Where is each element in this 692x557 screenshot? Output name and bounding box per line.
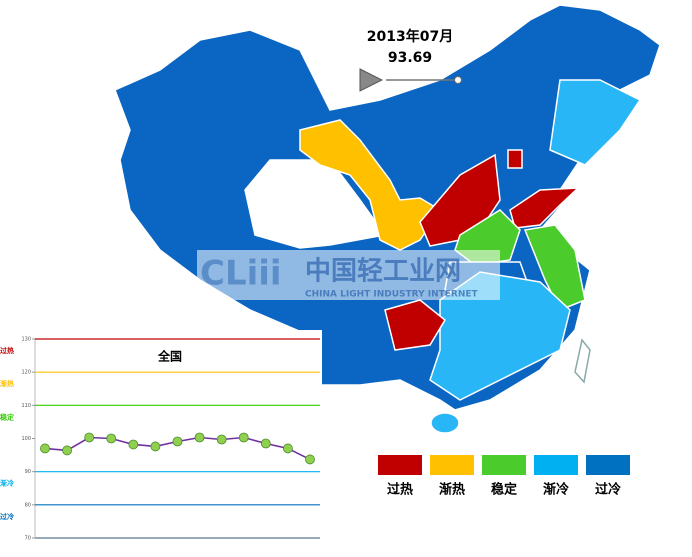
data-point [260, 438, 271, 449]
region [430, 412, 460, 434]
data-point [238, 432, 249, 443]
watermark-title: 中国轻工业网 [305, 257, 461, 287]
map [114, 4, 661, 434]
legend-swatch [586, 455, 630, 475]
region-no-data [574, 338, 591, 384]
watermark-band [197, 250, 500, 300]
y-tick-label: 100 [21, 436, 31, 442]
chart-background [0, 330, 322, 557]
data-point [40, 443, 50, 454]
legend-label: 渐热 [439, 482, 465, 498]
watermark-logo: CLiii [200, 254, 282, 294]
data-point [106, 433, 117, 444]
data-point [128, 439, 139, 450]
y-tick-label: 130 [21, 337, 31, 343]
region [523, 224, 586, 311]
legend-swatch [482, 455, 526, 475]
band-label: 过冷 [0, 512, 14, 521]
band-label: 稳定 [0, 412, 14, 421]
region [429, 271, 571, 401]
region [384, 299, 446, 351]
timeline: 2013年07月 93.69 [359, 28, 462, 92]
legend-label: 渐冷 [543, 482, 569, 498]
watermark: CLiii 中国轻工业网 CHINA LIGHT INDUSTRY INTERN… [197, 250, 500, 300]
play-button[interactable] [359, 68, 384, 92]
data-point [194, 432, 205, 443]
data-point [283, 443, 293, 454]
data-point [150, 441, 161, 452]
legend-label: 过热 [387, 482, 413, 498]
data-point [84, 432, 95, 443]
legend-label: 稳定 [491, 482, 517, 498]
legend-swatch [378, 455, 422, 475]
y-tick-label: 90 [25, 469, 31, 475]
data-point [216, 434, 227, 445]
data-point [172, 436, 183, 447]
region [549, 79, 642, 166]
value-label: 93.69 [388, 50, 432, 66]
band-label: 渐热 [0, 379, 14, 388]
legend-label: 过冷 [595, 482, 621, 498]
legend: 过热 渐热 稳定 渐冷 过冷 [378, 455, 630, 498]
data-point [305, 454, 315, 465]
region [507, 149, 523, 169]
band-label: 渐冷 [0, 479, 14, 488]
data-point [62, 445, 72, 456]
y-tick-label: 70 [25, 536, 31, 542]
chart-title: 全国 [157, 349, 182, 364]
legend-swatch [534, 455, 578, 475]
y-tick-label: 80 [25, 502, 31, 508]
legend-swatch [430, 455, 474, 475]
band-label: 过热 [0, 346, 14, 355]
region [299, 119, 442, 251]
date-label: 2013年07月 [367, 28, 453, 45]
y-tick-label: 110 [21, 403, 31, 409]
slider-handle[interactable] [454, 76, 462, 84]
y-tick-label: 120 [21, 370, 31, 376]
watermark-subtitle: CHINA LIGHT INDUSTRY INTERNET [305, 290, 479, 300]
